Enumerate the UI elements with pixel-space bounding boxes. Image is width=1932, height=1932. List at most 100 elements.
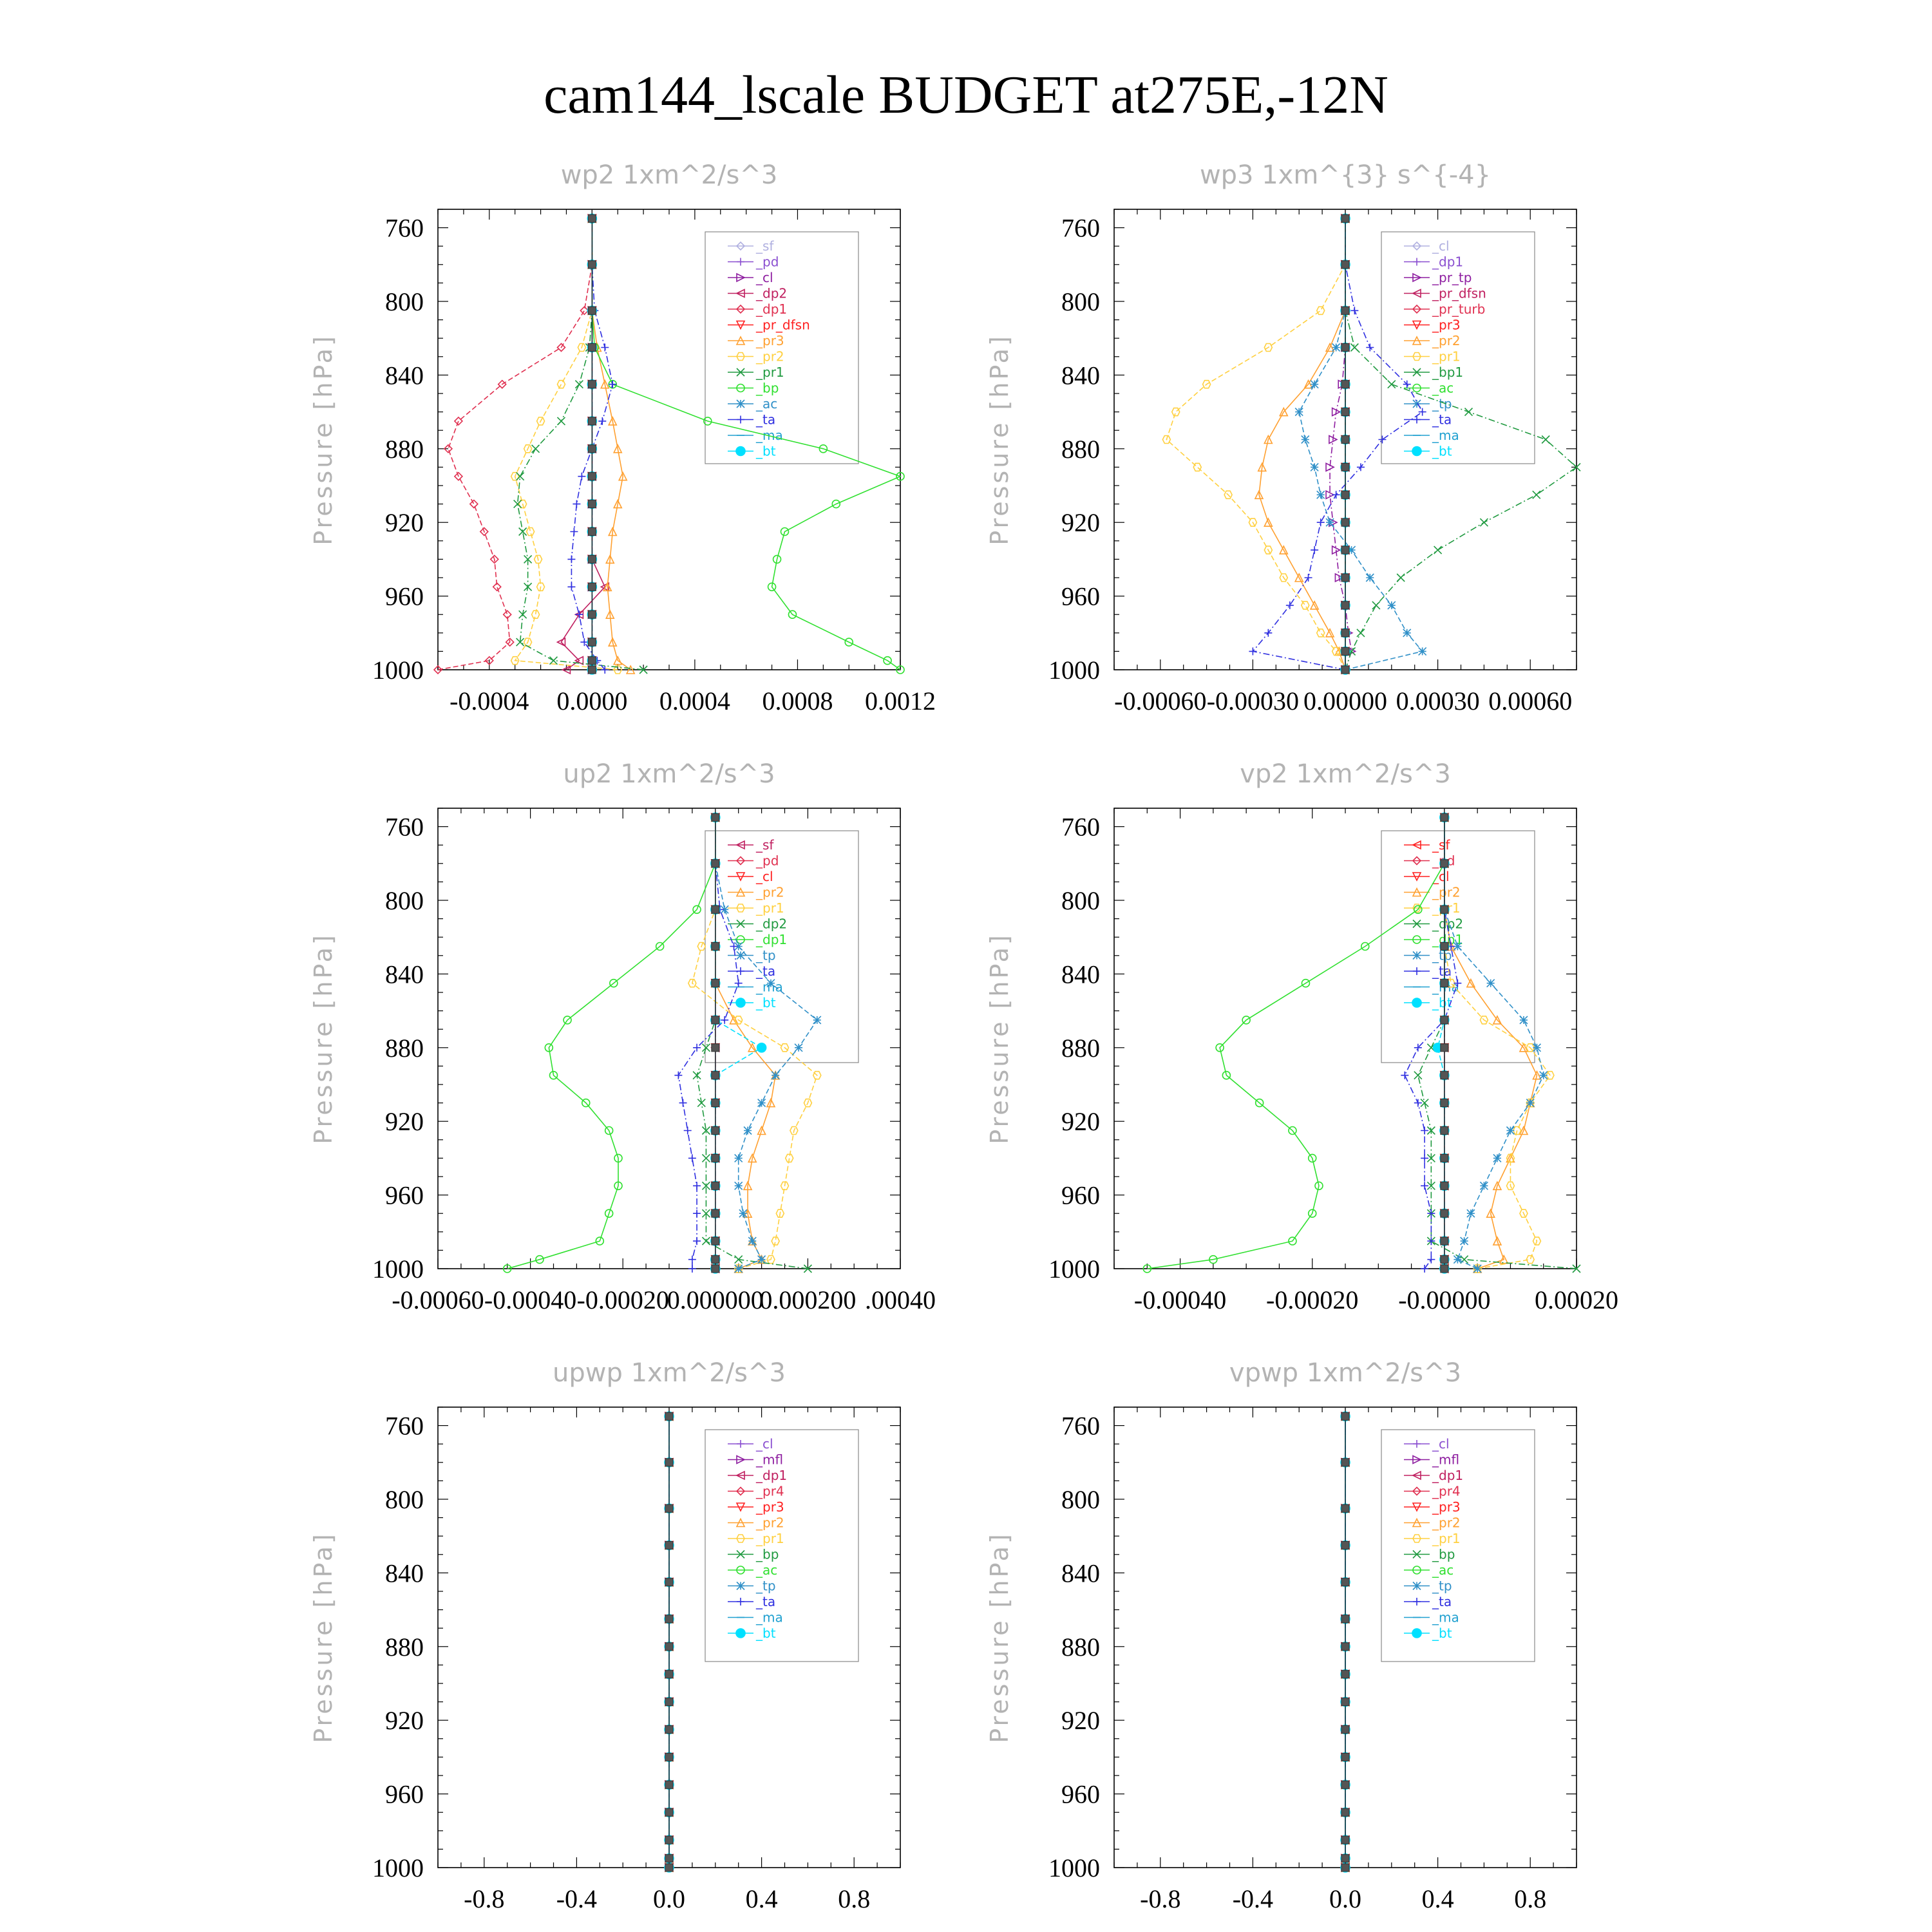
series-tp	[1294, 214, 1427, 674]
legend: _sf_pd_cl_dp2_dp1_pr_dfsn_pr3_pr2_pr1_bp…	[705, 231, 859, 464]
data-point	[1387, 380, 1396, 389]
data-point	[721, 1016, 729, 1024]
y-tick-label: 760	[385, 214, 424, 243]
legend-marker	[1412, 935, 1421, 944]
data-point	[1572, 462, 1581, 471]
x-tick-label: 0.0	[653, 1884, 685, 1913]
legend-marker	[736, 399, 745, 408]
data-point	[1493, 1153, 1502, 1162]
legend-label: _mfl	[755, 1452, 783, 1468]
legend-label: _pr1	[1432, 1531, 1461, 1546]
data-point	[1479, 1181, 1488, 1190]
y-axis-label: Pressure [hPa]	[985, 1531, 1014, 1743]
y-tick-label: 800	[1061, 1485, 1100, 1514]
data-point	[1492, 1236, 1502, 1245]
data-point	[612, 498, 623, 509]
data-point	[1519, 1016, 1528, 1025]
legend-label: _cl	[1432, 238, 1450, 254]
data-point	[1254, 489, 1264, 500]
data-point	[531, 444, 540, 453]
y-tick-label: 1000	[372, 656, 424, 685]
zero-marker	[1440, 859, 1449, 868]
zero-line-markers	[1341, 209, 1350, 674]
zero-marker	[587, 638, 596, 647]
zero-marker	[1341, 1780, 1350, 1789]
legend: _cl_mfl_dp1_pr4_pr3_pr2_pr1_bp_ac_tp_ta_…	[1381, 1429, 1535, 1662]
legend-label: _pr3	[1432, 317, 1461, 333]
data-point	[497, 379, 507, 389]
data-point	[1310, 380, 1319, 389]
data-point	[575, 611, 583, 619]
data-point	[1512, 1126, 1522, 1135]
legend-marker	[1413, 1598, 1421, 1605]
data-point	[896, 665, 905, 674]
y-tick-label: 1000	[372, 1255, 424, 1283]
data-point	[1396, 573, 1405, 582]
data-point	[1301, 978, 1311, 988]
data-point	[1572, 1264, 1581, 1273]
zero-marker	[665, 1458, 674, 1467]
y-tick-label: 760	[1061, 214, 1100, 243]
legend-label: _pr2	[1432, 885, 1461, 900]
data-point	[607, 416, 618, 426]
data-point	[1479, 1016, 1489, 1025]
data-point	[1426, 1181, 1435, 1190]
zero-marker	[711, 1236, 720, 1245]
data-point	[688, 1154, 696, 1162]
panel-title: vpwp 1xm^2/s^3	[1229, 1358, 1461, 1388]
data-point	[1403, 629, 1412, 638]
data-point	[1162, 435, 1171, 444]
zero-marker	[665, 1835, 674, 1844]
legend-marker	[736, 951, 745, 960]
legend-marker	[736, 935, 745, 944]
series-line	[677, 817, 739, 1269]
legend-label: _cl	[755, 869, 773, 884]
y-tick-label: 880	[1061, 435, 1100, 464]
legend-label: _pr4	[755, 1484, 784, 1499]
series-pr1	[1162, 214, 1350, 674]
legend-marker	[735, 998, 746, 1008]
legend: _sf_pd_cl_pr2_pr1_dp2_dp1_tp_ta_ma_bt	[705, 830, 859, 1063]
data-point	[556, 379, 566, 389]
data-point	[443, 444, 453, 453]
x-tick-label: 0.4	[1422, 1884, 1454, 1913]
data-point	[1264, 629, 1273, 637]
legend-label: _pr1	[1432, 349, 1461, 365]
data-point	[505, 637, 515, 647]
legend-marker	[737, 1440, 744, 1448]
panel-title: wp3 1xm^{3} s^{-4}	[1200, 160, 1491, 190]
data-point	[1288, 1126, 1297, 1135]
x-tick-label: 0.0008	[762, 687, 833, 715]
zero-marker	[665, 1615, 674, 1624]
data-point	[767, 582, 777, 592]
data-point	[1202, 379, 1211, 389]
legend-label: _sf	[755, 238, 774, 254]
series-dp1	[433, 214, 597, 675]
data-point	[605, 554, 615, 564]
zero-marker	[711, 1153, 720, 1162]
data-point	[1486, 979, 1495, 988]
x-tick-label: -0.00020	[1266, 1285, 1358, 1314]
legend-marker	[1412, 1581, 1421, 1591]
data-point	[697, 942, 706, 951]
data-point	[602, 582, 612, 592]
legend-marker	[735, 241, 746, 251]
data-point	[556, 343, 566, 352]
zero-marker	[1341, 1458, 1350, 1467]
data-point	[518, 527, 527, 536]
zero-line-markers	[1440, 808, 1449, 1273]
data-point	[1278, 406, 1289, 417]
data-point	[625, 665, 636, 674]
data-point	[453, 471, 464, 481]
data-point	[1331, 545, 1341, 555]
legend-marker	[735, 856, 746, 866]
series-line	[715, 817, 818, 1269]
data-point	[609, 978, 618, 988]
data-point	[1193, 462, 1202, 472]
data-point	[574, 380, 583, 389]
data-point	[535, 1255, 544, 1264]
y-tick-label: 840	[1061, 960, 1100, 989]
zero-marker	[587, 343, 596, 352]
data-point	[1454, 979, 1462, 987]
data-point	[1301, 435, 1310, 444]
